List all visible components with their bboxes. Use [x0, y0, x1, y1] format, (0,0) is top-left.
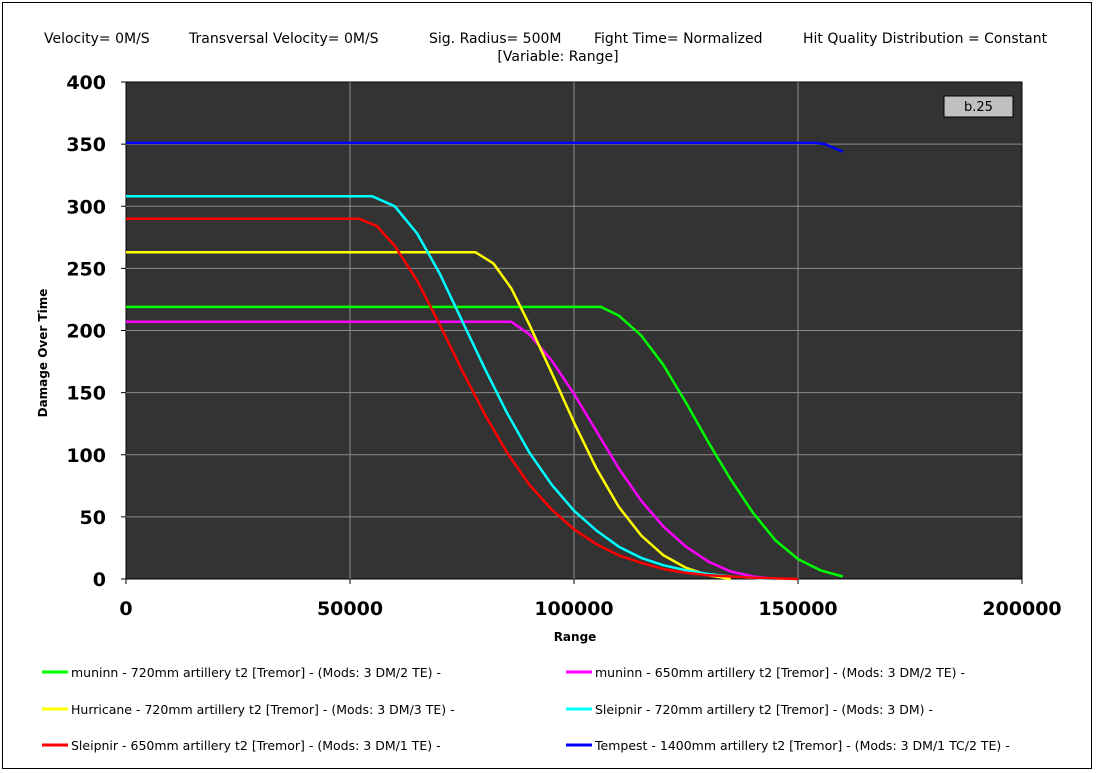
series-line-4	[126, 195, 776, 581]
legend-label: Hurricane - 720mm artillery t2 [Tremor] …	[71, 702, 455, 717]
y-tick-label: 200	[66, 321, 106, 343]
legend-label: Sleipnir - 720mm artillery t2 [Tremor] -…	[595, 702, 933, 717]
x-axis-ticks: 0 50000 100000 150000 200000	[119, 579, 1062, 620]
series-lines	[126, 141, 844, 581]
header-transversal-velocity: Transversal Velocity= 0M/S	[188, 31, 379, 47]
x-tick-label: 0	[119, 598, 132, 620]
series-line-1	[126, 305, 844, 578]
series-line-2	[126, 320, 776, 581]
y-tick-label: 250	[66, 258, 106, 280]
y-tick-label: 100	[66, 445, 106, 467]
x-tick-label: 200000	[982, 598, 1061, 620]
series-line-6	[126, 141, 844, 153]
legend-label: muninn - 650mm artillery t2 [Tremor] - (…	[595, 665, 965, 680]
legend-label: muninn - 720mm artillery t2 [Tremor] - (…	[71, 665, 441, 680]
legend-label: Sleipnir - 650mm artillery t2 [Tremor] -…	[71, 738, 441, 753]
y-tick-label: 300	[66, 196, 106, 218]
version-badge	[943, 95, 1014, 118]
x-tick-label: 50000	[317, 598, 383, 620]
legend: muninn - 720mm artillery t2 [Tremor] - (…	[42, 665, 1010, 753]
header-hit-quality: Hit Quality Distribution = Constant	[803, 31, 1048, 47]
header-fight-time: Fight Time= Normalized	[594, 31, 762, 47]
x-axis-label: Range	[554, 630, 597, 644]
y-axis-label: Damage Over Time	[36, 289, 50, 418]
y-tick-label: 350	[66, 134, 106, 156]
y-axis-ticks: 0 50 100 150 200 250 300 350 400	[66, 72, 126, 591]
y-tick-label: 0	[93, 569, 106, 591]
header-sig-radius: Sig. Radius= 500M	[429, 31, 562, 47]
y-tick-label: 50	[80, 507, 106, 529]
x-tick-label: 150000	[758, 598, 837, 620]
legend-label: Tempest - 1400mm artillery t2 [Tremor] -…	[594, 738, 1010, 753]
x-tick-label: 100000	[534, 598, 613, 620]
series-line-5	[126, 217, 799, 581]
y-tick-label: 150	[66, 383, 106, 405]
header-velocity: Velocity= 0M/S	[44, 31, 150, 47]
y-tick-label: 400	[66, 72, 106, 94]
header-variable: [Variable: Range]	[497, 49, 618, 65]
series-line-3	[126, 250, 732, 581]
version-badge-label: b.25	[964, 100, 993, 115]
